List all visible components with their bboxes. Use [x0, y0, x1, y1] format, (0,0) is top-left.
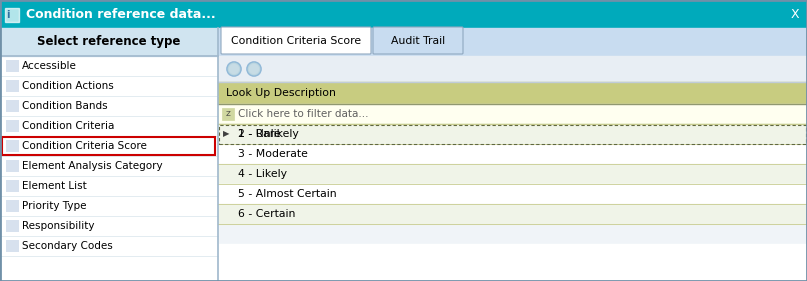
Bar	[0, 28, 218, 281]
Text: 5 - Almost Certain: 5 - Almost Certain	[238, 189, 337, 199]
Bar	[218, 204, 807, 224]
Text: Condition reference data...: Condition reference data...	[26, 8, 215, 21]
FancyBboxPatch shape	[221, 27, 371, 54]
Bar	[0, 136, 218, 156]
Bar	[218, 82, 807, 104]
Text: i: i	[6, 10, 10, 20]
Text: 6 - Certain: 6 - Certain	[238, 209, 295, 219]
FancyBboxPatch shape	[373, 27, 463, 54]
Text: Select reference type: Select reference type	[37, 35, 181, 49]
Text: 1 - Rare: 1 - Rare	[238, 129, 281, 139]
Bar	[6, 140, 19, 152]
Text: Click here to filter data...: Click here to filter data...	[238, 109, 369, 119]
Text: Condition Criteria Score: Condition Criteria Score	[231, 35, 361, 46]
Bar	[6, 80, 19, 92]
Bar	[218, 56, 807, 82]
Bar	[218, 184, 807, 204]
Bar	[6, 160, 19, 172]
Text: Condition Bands: Condition Bands	[22, 101, 107, 111]
Bar	[218, 164, 807, 184]
Text: 3 - Moderate: 3 - Moderate	[238, 149, 308, 159]
Bar	[0, 0, 807, 28]
Text: Element Analysis Category: Element Analysis Category	[22, 161, 163, 171]
Bar	[219, 124, 806, 144]
Text: Priority Type: Priority Type	[22, 201, 86, 211]
Bar	[6, 240, 19, 252]
Text: 4 - Likely: 4 - Likely	[238, 169, 287, 179]
Bar	[0, 28, 218, 56]
Text: Audit Trail: Audit Trail	[391, 35, 445, 46]
Text: Element List: Element List	[22, 181, 86, 191]
Bar	[6, 220, 19, 232]
Text: Accessible: Accessible	[22, 61, 77, 71]
Text: Responsibility: Responsibility	[22, 221, 94, 231]
Bar	[218, 124, 807, 144]
Bar	[6, 100, 19, 112]
Bar	[218, 104, 807, 124]
Bar	[218, 144, 807, 164]
Text: 2 - Unlikely: 2 - Unlikely	[238, 129, 299, 139]
Bar	[6, 120, 19, 132]
Text: ▶: ▶	[223, 130, 229, 139]
Text: Condition Criteria Score: Condition Criteria Score	[22, 141, 147, 151]
Text: Condition Actions: Condition Actions	[22, 81, 114, 91]
Bar	[2, 137, 215, 155]
Text: Secondary Codes: Secondary Codes	[22, 241, 113, 251]
Text: Look Up Description: Look Up Description	[226, 88, 336, 98]
Text: X: X	[791, 8, 799, 21]
Bar	[5, 8, 19, 22]
Text: Condition Criteria: Condition Criteria	[22, 121, 115, 131]
Text: Z: Z	[226, 111, 231, 117]
Bar	[218, 28, 807, 56]
Bar	[6, 60, 19, 72]
Bar	[222, 108, 234, 120]
Bar	[6, 180, 19, 192]
Circle shape	[228, 63, 240, 75]
Bar	[218, 124, 807, 144]
Circle shape	[248, 63, 260, 75]
Bar	[6, 200, 19, 212]
Bar	[218, 244, 807, 281]
